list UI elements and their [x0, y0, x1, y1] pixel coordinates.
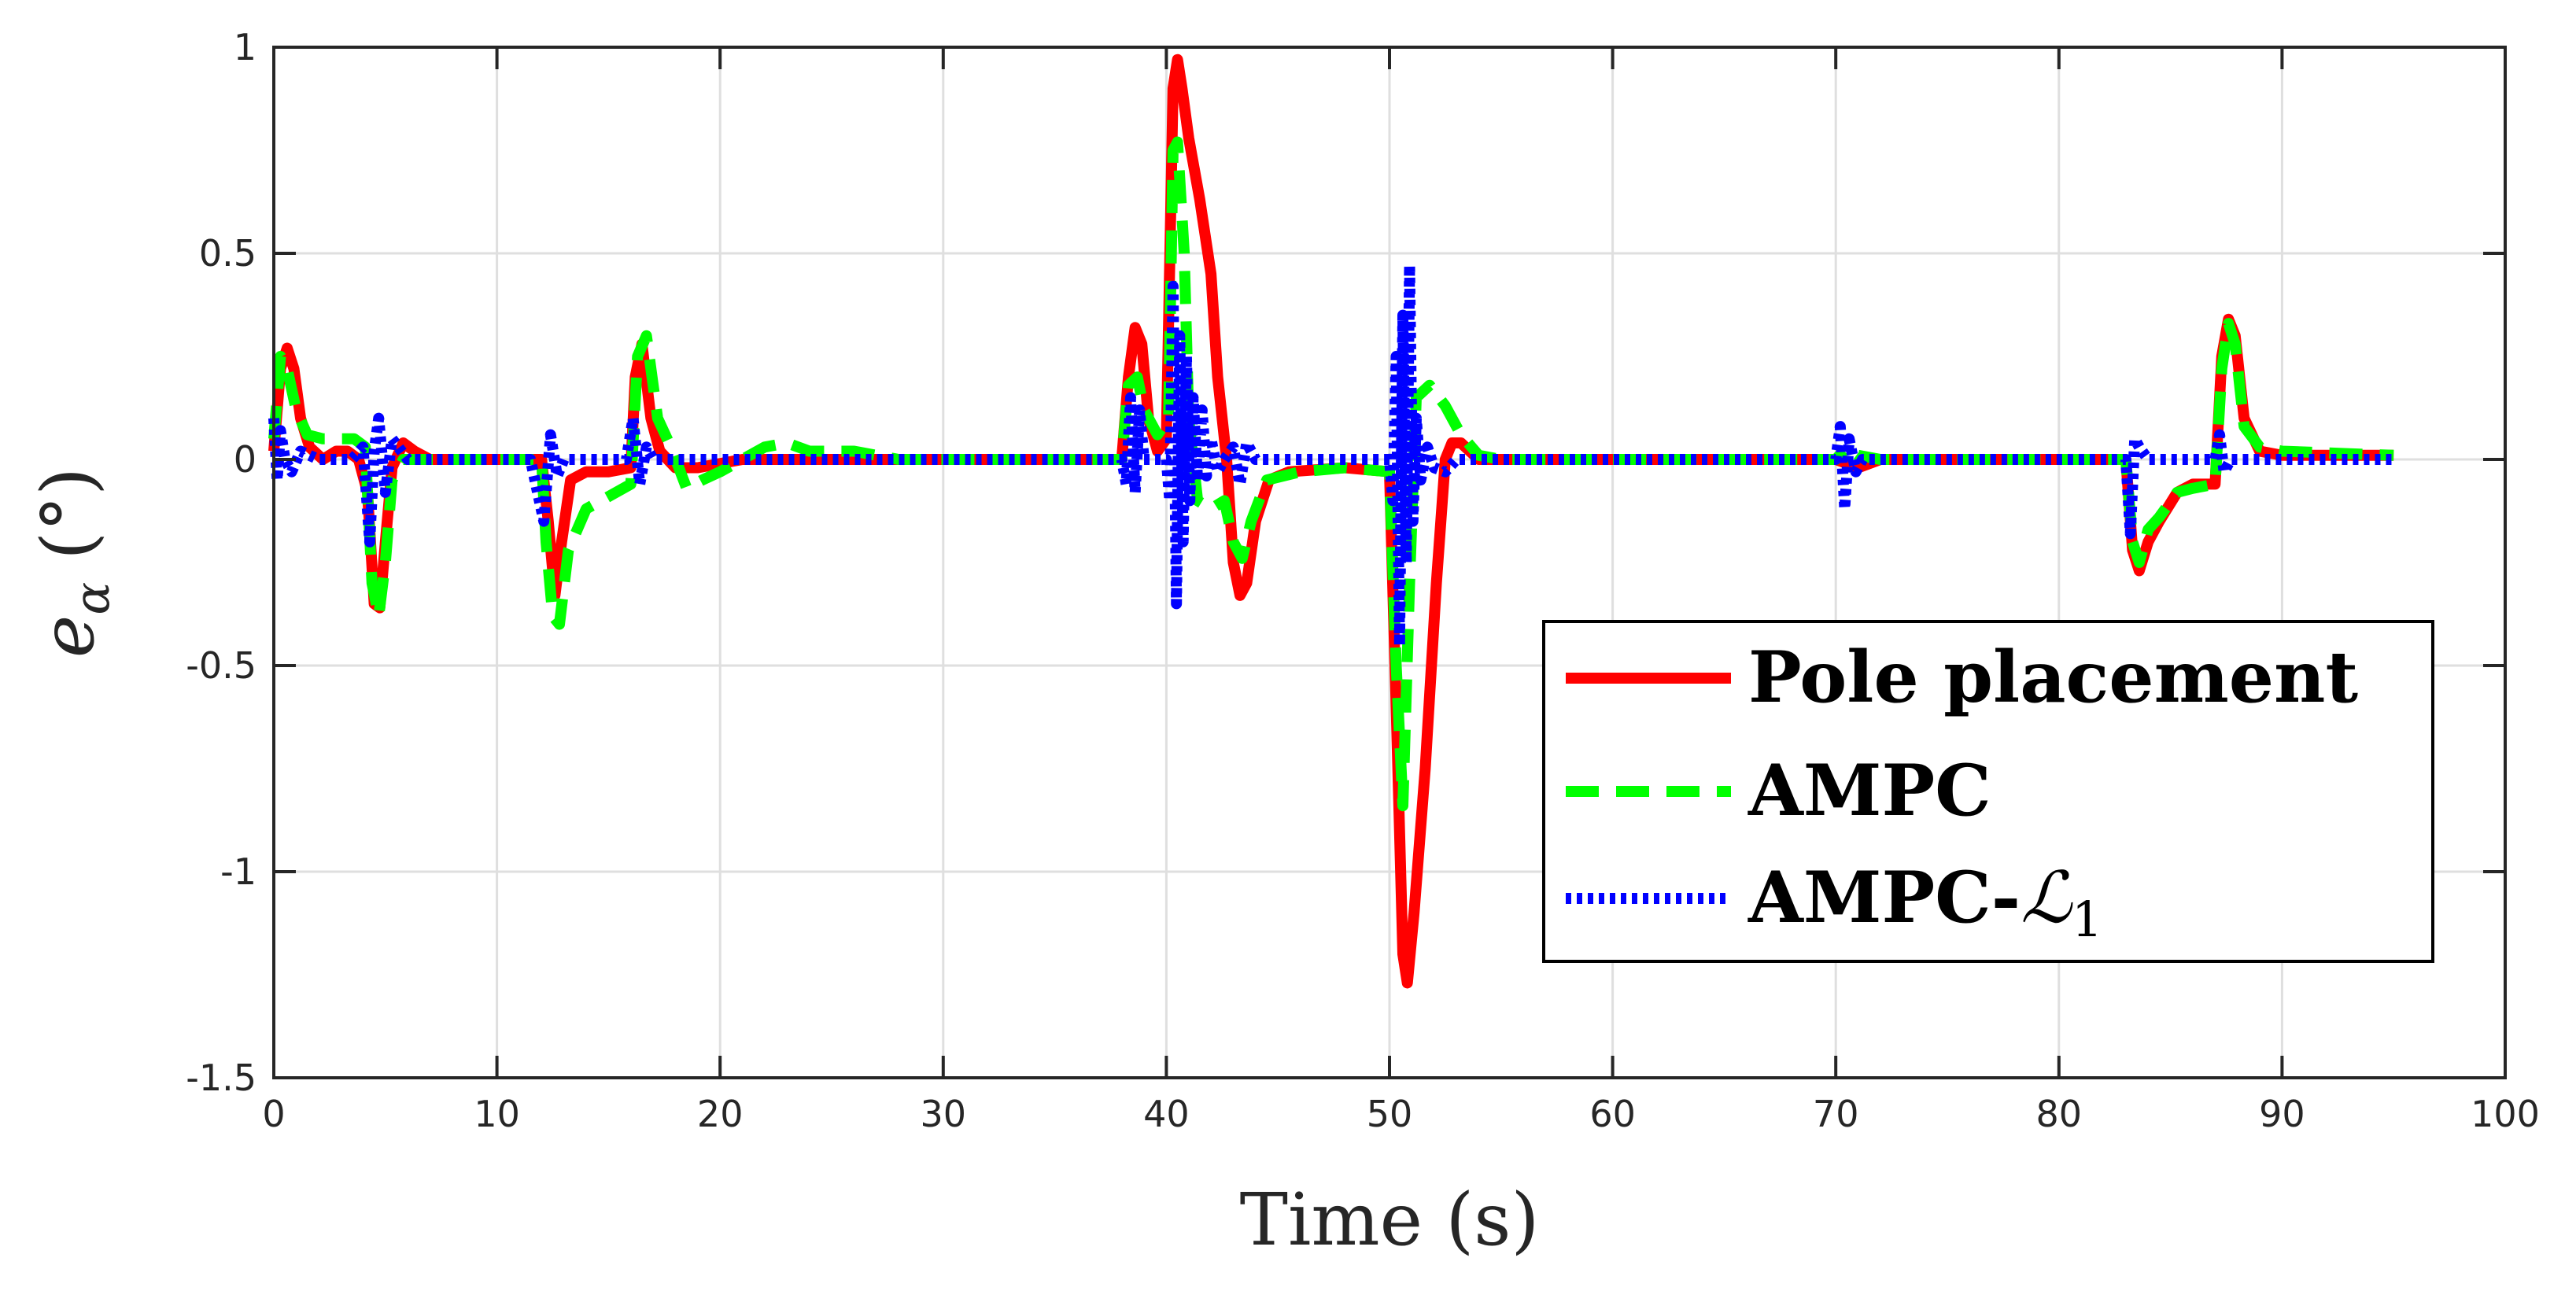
- x-tick-label: 40: [1143, 1093, 1190, 1135]
- x-axis-label: Time (s): [1240, 1178, 1540, 1262]
- y-axis-subscript: α: [63, 582, 120, 615]
- x-tick-label: 100: [2471, 1093, 2540, 1135]
- x-tick-label: 30: [921, 1093, 967, 1135]
- legend-label-ampc: AMPC: [1747, 749, 1991, 832]
- x-tick-label: 60: [1589, 1093, 1636, 1135]
- x-tick-label: 20: [697, 1093, 744, 1135]
- legend-label-ampc-l1-subscript: 1: [2072, 891, 2102, 948]
- x-tick-label: 0: [262, 1093, 285, 1135]
- y-tick-label: 0.5: [199, 232, 256, 275]
- y-tick-label: -1: [220, 850, 256, 893]
- series-line-ampc-l1: [268, 260, 2394, 651]
- x-tick-labels: 0 10 20 30 40 50 60 70 80 90 100: [262, 1093, 2540, 1135]
- x-tick-label: 90: [2259, 1093, 2305, 1135]
- x-tick-label: 10: [474, 1093, 520, 1135]
- y-tick-label: -0.5: [186, 644, 256, 687]
- x-tick-label: 80: [2036, 1093, 2083, 1135]
- y-axis-label: eα (°): [26, 467, 120, 658]
- legend-label-ampc-l1-text: AMPC-: [1747, 856, 2021, 939]
- y-axis-unit: (°): [26, 467, 110, 560]
- tick-marks: [272, 46, 2507, 1079]
- legend-label-ampc-l1-script: ℒ: [2021, 857, 2073, 939]
- legend-label-pole-placement: Pole placement: [1748, 636, 2358, 719]
- legend: Pole placement AMPC AMPC-ℒ1: [1542, 620, 2434, 963]
- y-tick-label: 1: [234, 26, 256, 68]
- y-tick-label: 0: [234, 438, 256, 481]
- x-tick-label: 50: [1367, 1093, 1413, 1135]
- legend-label-ampc-l1: AMPC-ℒ1: [1747, 856, 2102, 948]
- svg-text:eα(°): eα (°): [26, 467, 120, 658]
- x-tick-label: 70: [1813, 1093, 1859, 1135]
- y-tick-labels: -1.5 -1 -0.5 0 0.5 1: [186, 26, 256, 1099]
- y-tick-label: -1.5: [186, 1057, 256, 1099]
- series-group: [268, 53, 2394, 989]
- y-axis-symbol: e: [26, 615, 110, 658]
